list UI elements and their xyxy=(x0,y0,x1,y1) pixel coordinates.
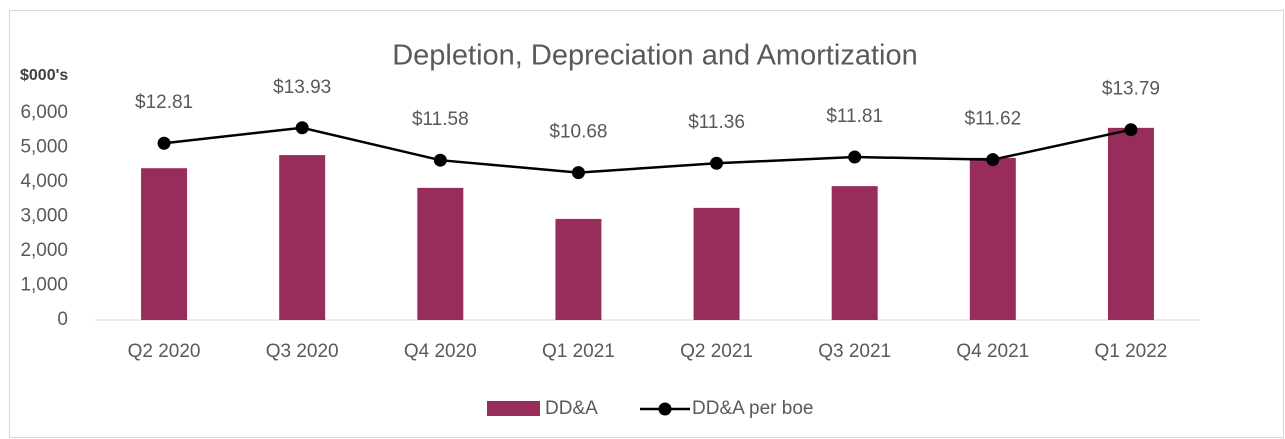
chart-title: Depletion, Depreciation and Amortization xyxy=(392,40,918,72)
bar xyxy=(141,168,188,320)
data-label: $12.81 xyxy=(135,92,193,113)
line-marker xyxy=(848,150,862,164)
line-marker xyxy=(710,156,724,170)
y-tick-label: 1,000 xyxy=(20,275,68,296)
y-tick-label: 2,000 xyxy=(20,240,68,261)
y-tick-label: 4,000 xyxy=(20,171,68,192)
bar xyxy=(693,207,740,320)
data-label: $13.93 xyxy=(273,77,331,98)
line-marker xyxy=(1124,123,1138,137)
x-tick-label: Q2 2020 xyxy=(128,341,201,362)
y-axis-label: $000's xyxy=(20,67,68,84)
legend-swatch xyxy=(487,401,540,416)
x-tick-label: Q4 2021 xyxy=(956,341,1029,362)
x-tick-label: Q1 2022 xyxy=(1094,341,1167,362)
chart-border xyxy=(9,10,1284,438)
data-label: $11.62 xyxy=(964,109,1021,130)
bar xyxy=(831,186,878,320)
bar xyxy=(969,157,1016,320)
line xyxy=(163,126,1132,174)
x-tick-label: Q4 2020 xyxy=(404,341,477,362)
bar xyxy=(555,218,602,320)
line-marker xyxy=(295,121,309,135)
legend-label: DD&A per boe xyxy=(692,398,813,419)
line-marker xyxy=(433,153,447,167)
y-tick-label: 0 xyxy=(57,309,68,330)
bar xyxy=(1107,127,1154,321)
line-marker xyxy=(157,136,171,150)
data-label: $11.36 xyxy=(688,112,745,133)
data-label: $11.58 xyxy=(412,109,469,130)
y-tick-label: 3,000 xyxy=(20,206,68,227)
data-label: $11.81 xyxy=(826,106,883,127)
line-marker xyxy=(986,153,1000,167)
x-tick-label: Q3 2020 xyxy=(266,341,339,362)
y-tick-label: 6,000 xyxy=(20,102,68,123)
line-marker xyxy=(571,166,585,180)
x-tick-label: Q2 2021 xyxy=(680,341,753,362)
y-tick-label: 5,000 xyxy=(20,137,68,158)
data-label: $10.68 xyxy=(549,122,607,143)
x-tick-label: Q3 2021 xyxy=(818,341,891,362)
bar xyxy=(417,187,464,320)
bar xyxy=(279,155,326,320)
legend-marker xyxy=(658,402,672,416)
legend-label: DD&A xyxy=(545,398,598,419)
data-label: $13.79 xyxy=(1102,79,1160,100)
x-tick-label: Q1 2021 xyxy=(542,341,615,362)
